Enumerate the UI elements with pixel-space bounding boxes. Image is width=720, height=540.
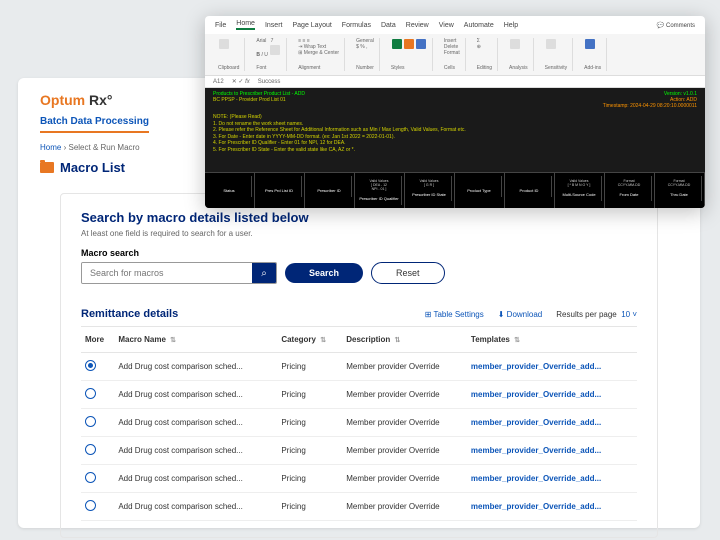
cell-description: Member provider Override — [342, 381, 467, 409]
cell-description: Member provider Override — [342, 493, 467, 521]
excel-ribbon: Clipboard Arial 7B I U Font ≡ ≡ ≡⇥ Wrap … — [205, 34, 705, 76]
sort-icon: ⇅ — [514, 337, 520, 344]
crumb-current: Select & Run Macro — [68, 143, 139, 152]
download-link[interactable]: ⬇ Download — [498, 310, 543, 319]
search-heading: Search by macro details listed below — [81, 210, 637, 225]
crumb-home[interactable]: Home — [40, 143, 61, 152]
cell-name: Add Drug cost comparison sched... — [114, 493, 277, 521]
table-row[interactable]: Add Drug cost comparison sched... Pricin… — [81, 493, 637, 521]
cell-template-link[interactable]: member_provider_Override_add... — [467, 381, 637, 409]
row-radio[interactable] — [85, 388, 96, 399]
sheet-column-header: Valid Values[ G R ]Prescriber ID State — [405, 173, 455, 208]
cell-description: Member provider Override — [342, 437, 467, 465]
results-per-page: Results per page 10 ˅ — [556, 310, 637, 319]
cell-template-link[interactable]: member_provider_Override_add... — [467, 409, 637, 437]
sheet-column-header: Status — [205, 173, 255, 208]
cell-template-link[interactable]: member_provider_Override_add... — [467, 493, 637, 521]
sort-icon: ⇅ — [320, 337, 326, 344]
sheet-column-header: Valid Values[ * B M N O Y ]Multi-Source … — [555, 173, 605, 208]
excel-menu-item[interactable]: Review — [406, 22, 429, 29]
col-name[interactable]: Macro Name ⇅ — [114, 327, 277, 353]
cell-category: Pricing — [277, 437, 342, 465]
comments-button[interactable]: 💬 Comments — [657, 22, 695, 29]
sheet-column-header: Prescriber ID — [305, 173, 355, 208]
cell-category: Pricing — [277, 381, 342, 409]
search-label: Macro search — [81, 248, 637, 258]
table-row[interactable]: Add Drug cost comparison sched... Pricin… — [81, 353, 637, 381]
sheet-column-header: FormatCCYY-MM-DDFrom Date — [605, 173, 655, 208]
cell-description: Member provider Override — [342, 465, 467, 493]
excel-menu-item[interactable]: Page Layout — [292, 22, 331, 29]
row-radio[interactable] — [85, 416, 96, 427]
search-icon-button[interactable]: ⌕ — [252, 263, 276, 283]
cell-description: Member provider Override — [342, 353, 467, 381]
sheet-column-header: Valid Values[ DEA - 12NPI - 01 ]Prescrib… — [355, 173, 405, 208]
cell-category: Pricing — [277, 465, 342, 493]
cell-name: Add Drug cost comparison sched... — [114, 381, 277, 409]
row-radio[interactable] — [85, 444, 96, 455]
col-description[interactable]: Description ⇅ — [342, 327, 467, 353]
sheet-column-header: FormatCCYY-MM-DDThru Date — [655, 173, 705, 208]
table-settings-link[interactable]: ⊞ Table Settings — [425, 310, 484, 319]
rpp-select[interactable]: 10 ˅ — [621, 310, 637, 319]
excel-menu-item[interactable]: Automate — [464, 22, 494, 29]
cell-name: Add Drug cost comparison sched... — [114, 409, 277, 437]
cell-template-link[interactable]: member_provider_Override_add... — [467, 465, 637, 493]
col-more: More — [81, 327, 114, 353]
excel-menu-bar: File Home Insert Page Layout Formulas Data Rev… — [205, 16, 705, 34]
excel-menu-item[interactable]: File — [215, 22, 226, 29]
reset-button[interactable]: Reset — [371, 262, 445, 284]
table-row[interactable]: Add Drug cost comparison sched... Pricin… — [81, 381, 637, 409]
excel-window: File Home Insert Page Layout Formulas Data Rev… — [205, 16, 705, 208]
remittance-heading: Remittance details — [81, 308, 178, 320]
table-row[interactable]: Add Drug cost comparison sched... Pricin… — [81, 465, 637, 493]
spreadsheet-area[interactable]: Products to Prescriber Product List - AD… — [205, 88, 705, 208]
sheet-column-header: Pres Prd List ID — [255, 173, 305, 208]
cell-name: Add Drug cost comparison sched... — [114, 437, 277, 465]
table-row[interactable]: Add Drug cost comparison sched... Pricin… — [81, 409, 637, 437]
col-templates[interactable]: Templates ⇅ — [467, 327, 637, 353]
sort-icon: ⇅ — [394, 337, 400, 344]
row-radio[interactable] — [85, 500, 96, 511]
cell-name: Add Drug cost comparison sched... — [114, 353, 277, 381]
search-subtext: At least one field is required to search… — [81, 229, 637, 238]
search-button[interactable]: Search — [285, 263, 363, 283]
row-radio[interactable] — [85, 360, 96, 371]
col-category[interactable]: Category ⇅ — [277, 327, 342, 353]
search-box: ⌕ — [81, 262, 277, 284]
section-tab[interactable]: Batch Data Processing — [40, 116, 149, 133]
excel-menu-item[interactable]: Home — [236, 20, 255, 30]
row-radio[interactable] — [85, 472, 96, 483]
search-input[interactable] — [82, 263, 252, 283]
sheet-column-header: Product ID — [505, 173, 555, 208]
cell-category: Pricing — [277, 409, 342, 437]
excel-menu-item[interactable]: View — [439, 22, 454, 29]
cell-category: Pricing — [277, 493, 342, 521]
folder-icon — [40, 162, 54, 173]
cell-name: Add Drug cost comparison sched... — [114, 465, 277, 493]
formula-bar[interactable]: A12✕ ✓ fxSuccess — [205, 76, 705, 88]
cell-template-link[interactable]: member_provider_Override_add... — [467, 353, 637, 381]
excel-menu-item[interactable]: Data — [381, 22, 396, 29]
table-row[interactable]: Add Drug cost comparison sched... Pricin… — [81, 437, 637, 465]
results-table: More Macro Name ⇅ Category ⇅ Description… — [81, 327, 637, 521]
page-title: Macro List — [60, 160, 125, 175]
cell-category: Pricing — [277, 353, 342, 381]
excel-menu-item[interactable]: Help — [504, 22, 518, 29]
sheet-column-header: Product Type — [455, 173, 505, 208]
cell-description: Member provider Override — [342, 409, 467, 437]
excel-menu-item[interactable]: Formulas — [342, 22, 371, 29]
cell-template-link[interactable]: member_provider_Override_add... — [467, 437, 637, 465]
sort-icon: ⇅ — [170, 337, 176, 344]
excel-menu-item[interactable]: Insert — [265, 22, 283, 29]
content-card: Search by macro details listed below At … — [60, 193, 658, 538]
